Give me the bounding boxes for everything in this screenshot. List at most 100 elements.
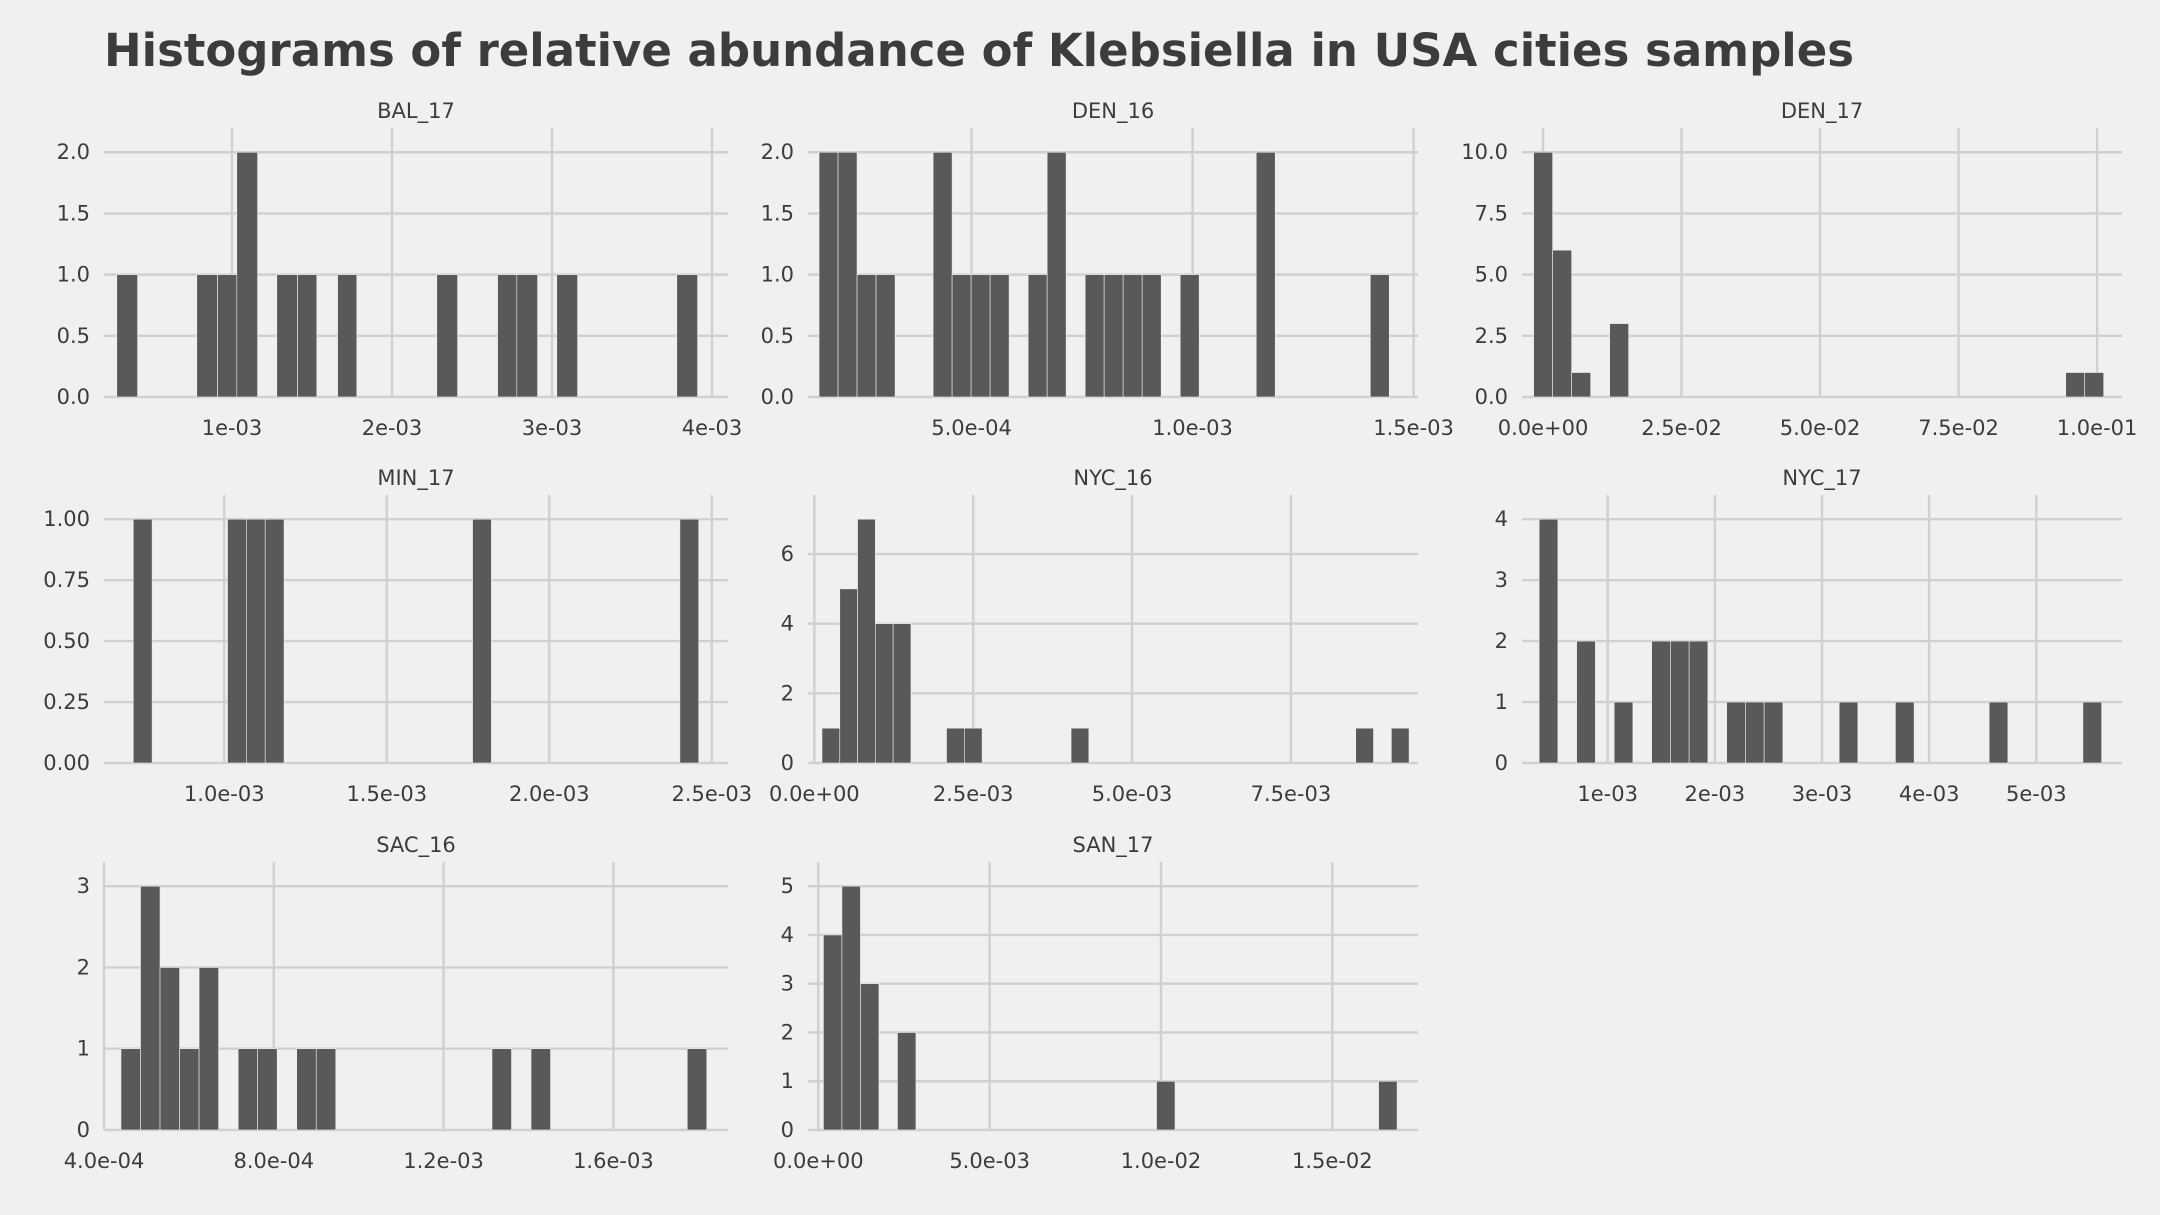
histogram-bar bbox=[1688, 640, 1709, 764]
histogram-bar bbox=[497, 274, 518, 398]
x-tick-label: 2e-03 bbox=[1685, 782, 1746, 806]
x-tick-label: 1.5e-02 bbox=[1292, 1149, 1373, 1173]
y-tick-label: 0.5 bbox=[57, 324, 90, 348]
x-tick-label: 2e-03 bbox=[362, 416, 423, 440]
histogram-bar bbox=[951, 274, 972, 398]
y-tick-label: 3 bbox=[1495, 568, 1508, 592]
histogram-bar bbox=[2082, 701, 2102, 764]
histogram-bar bbox=[823, 934, 843, 1131]
histogram-bar bbox=[679, 518, 700, 764]
histogram-bar bbox=[1141, 274, 1162, 398]
histogram-bar bbox=[1046, 151, 1067, 398]
panel-title: SAC_16 bbox=[376, 833, 456, 858]
histogram-bar bbox=[198, 967, 219, 1131]
histogram-bar bbox=[2065, 372, 2086, 398]
x-tick-label: 5.0e-02 bbox=[1780, 416, 1861, 440]
x-tick-label: 1.5e-03 bbox=[1373, 416, 1454, 440]
x-tick-label: 2.5e-02 bbox=[1641, 416, 1722, 440]
y-tick-label: 0 bbox=[781, 1118, 794, 1142]
histogram-bar bbox=[875, 623, 894, 764]
panel-title: SAN_17 bbox=[1072, 833, 1153, 858]
histogram-bar bbox=[932, 151, 953, 398]
y-tick-label: 2.0 bbox=[57, 140, 90, 164]
y-tick-label: 3 bbox=[781, 972, 794, 996]
y-tick-label: 0 bbox=[1495, 751, 1508, 775]
x-tick-label: 0.0e+00 bbox=[1498, 416, 1589, 440]
histogram-bar bbox=[875, 274, 896, 398]
histogram-bar bbox=[989, 274, 1010, 398]
x-tick-label: 1.0e-03 bbox=[184, 782, 265, 806]
x-tick-label: 1.0e-01 bbox=[2057, 416, 2138, 440]
panel-san-17: SAN_17 0 1 2 3 4 5 0.0e+00 5.0e-03 1.0e-02 1.5e-02 bbox=[773, 833, 1418, 1173]
panel-title: DEN_17 bbox=[1781, 99, 1863, 124]
x-tick-label: 5.0e-04 bbox=[931, 416, 1012, 440]
histogram-bar bbox=[818, 151, 839, 398]
histogram-bar bbox=[1533, 151, 1553, 398]
panel-title: NYC_17 bbox=[1782, 466, 1861, 491]
y-tick-label: 1 bbox=[77, 1037, 90, 1061]
y-tick-label: 2.5 bbox=[1475, 324, 1508, 348]
histogram-bar bbox=[179, 1048, 200, 1131]
x-tick-label: 4.0e-04 bbox=[64, 1149, 145, 1173]
histogram-bar bbox=[1576, 640, 1596, 764]
histogram-bar bbox=[516, 274, 538, 398]
y-tick-label: 2 bbox=[77, 955, 90, 979]
histogram-bar bbox=[556, 274, 578, 398]
y-tick-label: 1.0 bbox=[761, 263, 794, 287]
x-tick-label: 1e-03 bbox=[1577, 782, 1638, 806]
histogram-bar bbox=[676, 274, 698, 398]
y-tick-label: 5.0 bbox=[1475, 263, 1508, 287]
x-tick-label: 8.0e-04 bbox=[233, 1149, 314, 1173]
histogram-bar bbox=[856, 274, 877, 398]
y-tick-label: 0.25 bbox=[43, 690, 90, 714]
histogram-bar bbox=[892, 623, 912, 764]
histogram-bar bbox=[116, 274, 138, 398]
histogram-bar bbox=[946, 727, 965, 764]
histogram-bar bbox=[1571, 372, 1591, 398]
histogram-bar bbox=[297, 274, 318, 398]
x-tick-label: 5e-03 bbox=[2006, 782, 2067, 806]
x-tick-label: 7.5e-02 bbox=[1918, 416, 1999, 440]
x-tick-label: 1.5e-03 bbox=[346, 782, 427, 806]
y-tick-label: 0.5 bbox=[761, 324, 794, 348]
y-tick-label: 0.0 bbox=[1475, 385, 1508, 409]
panel-den-16: DEN_16 0.0 0.5 1.0 1.5 2.0 5.0e-04 1.0e-03 1.5e-… bbox=[761, 99, 1454, 440]
x-tick-label: 5.0e-03 bbox=[1092, 782, 1173, 806]
histogram-bar bbox=[1745, 701, 1765, 764]
y-tick-label: 1.5 bbox=[761, 201, 794, 225]
y-tick-label: 0.0 bbox=[761, 385, 794, 409]
histogram-bar bbox=[1355, 727, 1374, 764]
histogram-bar bbox=[1726, 701, 1746, 764]
histogram-bar bbox=[1070, 727, 1090, 764]
panel-bal-17: BAL_17 0.0 0.5 1.0 1.5 2.0 1e-03 2e-03 3e-03 4e-0… bbox=[57, 99, 743, 440]
panel-title: DEN_16 bbox=[1072, 99, 1154, 124]
panel-min-17: MIN_17 0.00 0.25 0.50 0.75 1.00 1.0e-03 1.5e-03… bbox=[43, 466, 752, 806]
y-tick-label: 1 bbox=[1495, 690, 1508, 714]
histogram-bar bbox=[217, 274, 238, 398]
y-tick-label: 7.5 bbox=[1475, 201, 1508, 225]
histogram-bar bbox=[1103, 274, 1124, 398]
y-tick-label: 1.00 bbox=[43, 507, 90, 531]
y-tick-label: 4 bbox=[1495, 507, 1508, 531]
y-tick-label: 1.0 bbox=[57, 263, 90, 287]
histogram-bar bbox=[1609, 323, 1629, 398]
y-tick-label: 0.0 bbox=[57, 385, 90, 409]
panel-nyc-17: NYC_17 0 1 2 3 4 1e-03 2e-03 3e-03 4e-03 5e-03 bbox=[1495, 466, 2122, 806]
y-tick-label: 0 bbox=[77, 1118, 90, 1142]
x-tick-label: 0.0e+00 bbox=[773, 1149, 864, 1173]
x-tick-label: 1e-03 bbox=[202, 416, 263, 440]
y-tick-label: 0.50 bbox=[43, 629, 90, 653]
histogram-bar bbox=[472, 518, 492, 764]
histogram-bar bbox=[236, 151, 258, 398]
y-tick-label: 2 bbox=[781, 681, 794, 705]
histogram-bar bbox=[159, 967, 180, 1131]
histogram-bar bbox=[1378, 1080, 1398, 1131]
histogram-bar bbox=[491, 1048, 512, 1131]
y-tick-label: 0 bbox=[781, 751, 794, 775]
x-tick-label: 3e-03 bbox=[1792, 782, 1853, 806]
x-tick-label: 4e-03 bbox=[1899, 782, 1960, 806]
panel-title: MIN_17 bbox=[377, 466, 454, 491]
histogram-bar bbox=[1613, 701, 1634, 764]
chart-title: Histograms of relative abundance of Kleb… bbox=[104, 24, 1855, 77]
